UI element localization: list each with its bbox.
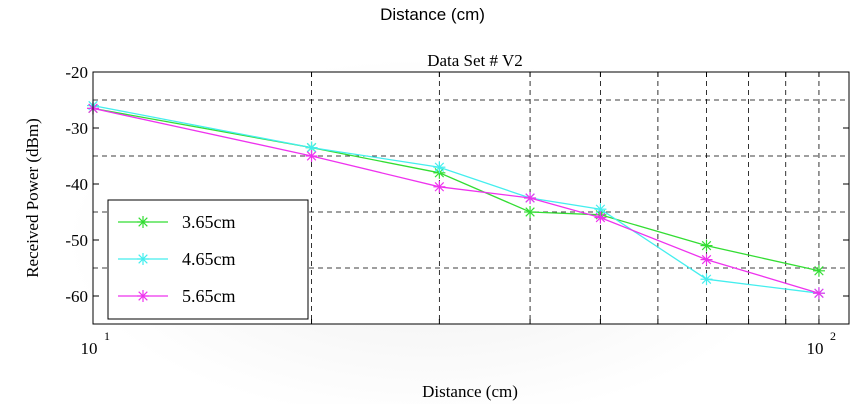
series-5-65cm [87,102,825,300]
x-axis-label: Distance (cm) [422,382,518,401]
data-point [305,150,318,162]
legend-label: 4.65cm [182,249,236,269]
y-axis-label: Received Power (dBm) [23,118,42,278]
legend-item[interactable]: 5.65cm [118,286,236,306]
figure-super-title: Distance (cm) [380,5,485,24]
legend[interactable]: 3.65cm 4.65cm 5.65cm [107,199,309,320]
data-point [812,264,825,277]
data-point [700,253,713,266]
axis-ticks: -20 -30 -40 -50 -60 10 1 10 2 [65,63,849,358]
legend-marker [137,253,149,265]
legend-item[interactable]: 4.65cm [118,249,236,269]
data-point [700,273,713,286]
legend-item[interactable]: 3.65cm [118,212,236,232]
data-point [594,211,607,224]
legend-label: 3.65cm [182,212,236,232]
data-point [700,239,713,252]
legend-marker [137,216,149,228]
y-tick-label: -40 [65,175,88,194]
legend-marker [137,290,149,302]
data-point [433,180,446,193]
data-point [433,161,446,174]
data-point [812,287,825,300]
y-tick-label: -20 [65,63,88,82]
x-tick-label: 10 [806,339,823,358]
x-tick-label-exponent: 1 [104,329,110,343]
x-tick-label-exponent: 2 [830,329,836,343]
grid-lines [93,72,849,324]
series-layer [87,99,825,300]
plot-frame [92,71,850,325]
x-tick-label: 10 [81,339,98,358]
data-point [594,203,607,216]
data-point [524,206,537,218]
y-tick-label: -30 [65,119,88,138]
chart-title: Data Set # V2 [427,51,523,70]
data-point [524,192,537,204]
y-tick-label: -50 [65,231,88,250]
y-tick-label: -60 [65,287,88,306]
legend-label: 5.65cm [182,286,236,306]
